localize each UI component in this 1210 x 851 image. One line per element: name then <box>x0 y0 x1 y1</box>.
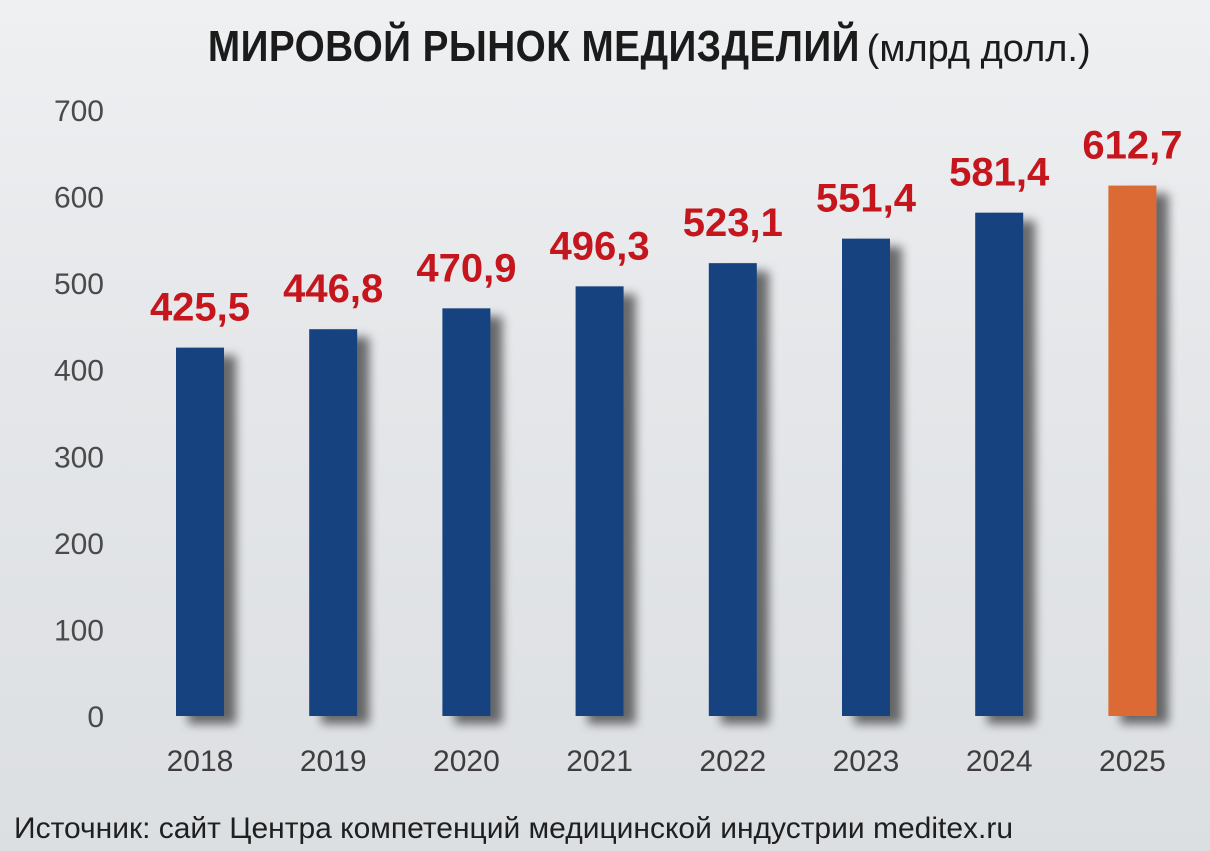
data-label-2018: 425,5 <box>150 286 250 330</box>
chart-title: МИРОВОЙ РЫНОК МЕДИЗДЕЛИЙ (млрд долл.) <box>0 22 1210 72</box>
bar-2019 <box>309 329 358 716</box>
bar-2020 <box>442 308 491 716</box>
bar-2022 <box>708 263 757 716</box>
y-tick-label: 300 <box>54 441 104 474</box>
data-label-2025: 612,7 <box>1082 124 1182 168</box>
y-axis-ticks: 0 100 200 300 400 500 600 700 <box>54 95 104 734</box>
bar-2023 <box>842 238 890 716</box>
y-tick-label: 500 <box>54 268 104 301</box>
data-label-2021: 496,3 <box>550 224 650 268</box>
data-label-2019: 446,8 <box>283 267 383 311</box>
data-labels: 425,5 446,8 470,9 496,3 523,1 551,4 581,4 612,7 <box>150 124 1183 330</box>
x-tick-label-2020: 2020 <box>433 745 500 778</box>
y-tick-label: 200 <box>54 528 104 561</box>
x-tick-label-2019: 2019 <box>300 745 367 778</box>
x-tick-label-2022: 2022 <box>699 745 766 778</box>
x-tick-label-2018: 2018 <box>167 745 234 778</box>
bar-2018 <box>176 347 224 716</box>
data-label-2024: 581,4 <box>949 151 1050 195</box>
data-label-2023: 551,4 <box>816 177 917 221</box>
data-label-2022: 523,1 <box>683 201 783 245</box>
y-tick-label: 0 <box>87 701 104 734</box>
y-tick-label: 600 <box>54 182 104 215</box>
chart-title-main: МИРОВОЙ РЫНОК МЕДИЗДЕЛИЙ <box>208 22 861 71</box>
x-tick-label-2023: 2023 <box>833 745 900 778</box>
y-tick-label: 400 <box>54 355 104 388</box>
x-tick-label-2025: 2025 <box>1099 745 1166 778</box>
x-axis-ticks: 2018 2019 2020 2021 2022 2023 2024 2025 <box>167 745 1166 778</box>
bar-2021 <box>575 286 624 716</box>
bar-2025 <box>1108 185 1157 717</box>
y-tick-label: 700 <box>54 95 104 128</box>
chart-title-unit: (млрд долл.) <box>866 28 1091 70</box>
bars <box>176 185 1157 717</box>
y-tick-label: 100 <box>54 614 104 647</box>
data-label-2020: 470,9 <box>416 246 516 290</box>
x-tick-label-2024: 2024 <box>966 745 1033 778</box>
bar-2024 <box>975 212 1024 717</box>
source-note: Источник: сайт Центра компетенций медици… <box>14 812 1014 845</box>
x-tick-label-2021: 2021 <box>566 745 633 778</box>
